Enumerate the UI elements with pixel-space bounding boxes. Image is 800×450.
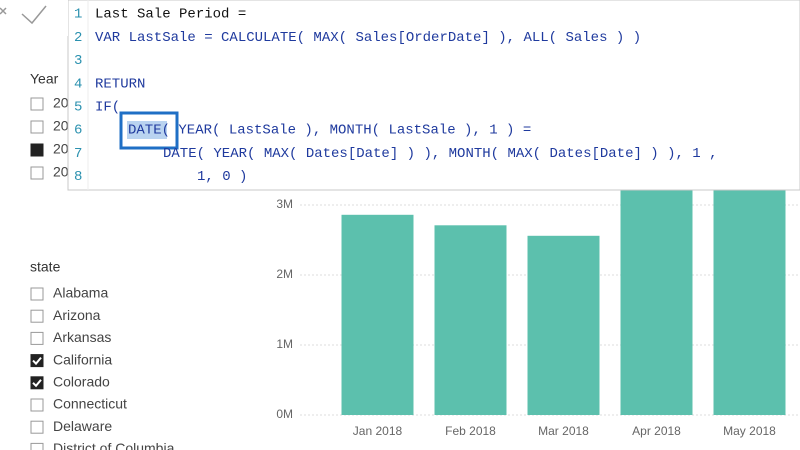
checkbox[interactable]: [30, 376, 44, 390]
code-line[interactable]: Last Sale Period =: [95, 7, 246, 23]
checkbox[interactable]: [30, 166, 44, 180]
line-number: 2: [74, 30, 82, 46]
highlight-box: [119, 111, 179, 150]
slicer-item-label[interactable]: District of Columbia: [53, 440, 175, 450]
slicer-item-label[interactable]: Alabama: [53, 285, 108, 301]
checkbox[interactable]: [30, 97, 44, 111]
checkbox[interactable]: [30, 143, 44, 157]
y-tick-label: 0M: [276, 407, 293, 421]
selection: [127, 121, 167, 139]
slicer-layer: Year 20 20 20 20 state Alabama Arizona Arkansas C…: [30, 71, 175, 450]
bar[interactable]: [527, 235, 600, 415]
checkbox[interactable]: [30, 398, 44, 412]
code-line[interactable]: DATE( YEAR( LastSale ), MONTH( LastSale …: [128, 123, 531, 139]
line-number: 5: [74, 100, 82, 116]
chart-layer: 0M 1M 2M 3M Jan 2018 Feb 2018 Mar 2018 Apr 2018…: [276, 184, 800, 438]
line-number: 8: [74, 169, 82, 185]
slicer-item-label[interactable]: 20: [53, 118, 69, 134]
slicer-item-label[interactable]: California: [53, 351, 112, 367]
line-number: 1: [74, 7, 82, 23]
check-mark: [32, 356, 42, 366]
checkbox[interactable]: [30, 331, 44, 345]
slicer-item-label[interactable]: Connecticut: [53, 396, 127, 412]
y-tick-label: 2M: [276, 267, 293, 281]
x-tick-label: Mar 2018: [538, 424, 589, 438]
y-tick-label: 1M: [276, 337, 293, 351]
bar[interactable]: [434, 225, 507, 415]
checkbox[interactable]: [30, 420, 44, 434]
checkbox[interactable]: [30, 354, 44, 368]
checkbox[interactable]: [30, 287, 44, 301]
line-number: 4: [74, 76, 82, 92]
slicer-item-label[interactable]: 20: [53, 141, 69, 157]
code-line[interactable]: 1, 0 ): [197, 169, 247, 185]
slicer-item-label[interactable]: 20: [53, 95, 69, 111]
slicer-item-label[interactable]: Arizona: [53, 307, 101, 323]
checkbox[interactable]: [30, 442, 44, 450]
slicer-item-label[interactable]: Delaware: [53, 418, 112, 434]
code-line[interactable]: IF(: [95, 100, 120, 116]
x-tick-label: Feb 2018: [445, 424, 496, 438]
checkbox[interactable]: [30, 309, 44, 323]
line-number: 6: [74, 123, 82, 139]
x-tick-label: Jan 2018: [353, 424, 403, 438]
check-mark: [32, 379, 42, 388]
bar[interactable]: [620, 184, 693, 415]
slicer-item-label[interactable]: Arkansas: [53, 329, 111, 345]
x-tick-label: May 2018: [723, 424, 776, 438]
bar[interactable]: [341, 214, 414, 415]
checkbox[interactable]: [30, 120, 44, 134]
editor-box: [67, 0, 800, 191]
cancel-icon[interactable]: [0, 7, 7, 15]
slicer-item-label[interactable]: 20: [53, 164, 69, 180]
commit-icon[interactable]: [21, 5, 47, 25]
slicer-item-label[interactable]: Colorado: [53, 374, 110, 390]
x-tick-label: Apr 2018: [632, 424, 681, 438]
code-line[interactable]: VAR LastSale = CALCULATE( MAX( Sales[Ord…: [95, 30, 641, 46]
code-line[interactable]: DATE( YEAR( MAX( Dates[Date] ) ), MONTH(…: [163, 146, 718, 162]
y-tick-label: 3M: [276, 197, 293, 211]
editor-toolbar: [0, 0, 68, 36]
line-number: 7: [74, 146, 82, 162]
slicer-title: state: [30, 259, 61, 275]
slicer-title: Year: [30, 71, 59, 87]
line-number: 3: [74, 53, 82, 69]
bar[interactable]: [713, 184, 786, 415]
formula-editor: 1 Last Sale Period = 2 VAR LastSale = CALCU…: [0, 0, 800, 191]
code-line[interactable]: RETURN: [95, 76, 145, 92]
